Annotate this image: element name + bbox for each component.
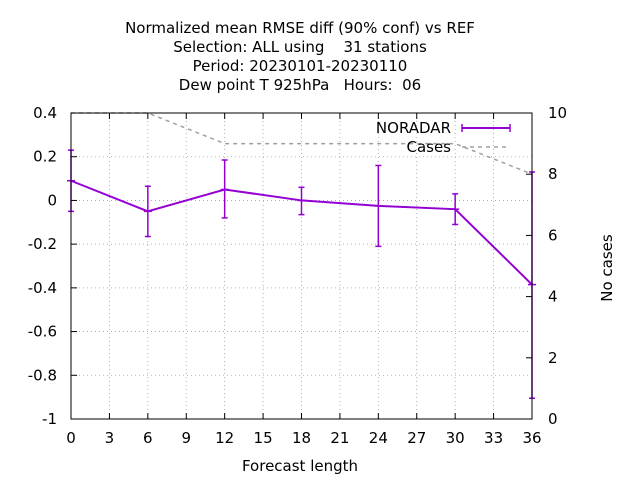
x-tick-labels: 0 3 6 9 12 15 18 21 24 27 30 33 36 [66,429,541,447]
y2-tick-label: 10 [548,104,567,122]
chart-title-line-4: Dew point T 925hPa Hours: 06 [179,76,421,94]
legend: NORADAR Cases [376,119,511,156]
x-tick-label: 36 [522,429,541,447]
y-tick-label: 0 [47,191,57,209]
chart-title-line-3: Period: 20230101-20230110 [193,57,408,75]
y-tick-label: 0.2 [33,148,57,166]
x-tick-label: 18 [292,429,311,447]
x-tick-label: 21 [330,429,349,447]
y-tick-label: 0.4 [33,104,57,122]
y-tick-label: -0.8 [28,366,57,384]
x-tick-label: 27 [407,429,426,447]
x-tick-label: 12 [215,429,234,447]
x-axis-label: Forecast length [242,457,358,475]
x-tick-label: 33 [484,429,503,447]
x-tick-label: 15 [254,429,273,447]
axis-ticks [70,112,533,420]
x-tick-label: 9 [181,429,191,447]
chart-title-line-1: Normalized mean RMSE diff (90% conf) vs … [125,19,475,37]
chart-title: Normalized mean RMSE diff (90% conf) vs … [125,19,475,94]
x-tick-label: 0 [66,429,76,447]
x-tick-label: 3 [105,429,115,447]
legend-sample-noradar [461,124,511,132]
y-tick-label: -0.4 [28,279,57,297]
y2-tick-label: 8 [548,165,558,183]
y2-axis-label: No cases [598,234,616,302]
y2-tick-label: 6 [548,226,558,244]
x-tick-label: 24 [369,429,388,447]
y-tick-label: -0.2 [28,235,57,253]
y2-tick-labels: 0 2 4 6 8 10 [548,104,567,428]
y2-tick-label: 4 [548,288,558,306]
y-tick-label: -0.6 [28,323,57,341]
legend-label-noradar: NORADAR [376,119,451,137]
grid [71,113,532,419]
y2-tick-label: 0 [548,410,558,428]
y2-tick-label: 2 [548,349,558,367]
chart-title-line-2: Selection: ALL using 31 stations [173,38,427,56]
y-tick-labels: -1 -0.8 -0.6 -0.4 -0.2 0 0.2 0.4 [28,104,57,428]
legend-label-cases: Cases [406,138,451,156]
x-tick-label: 30 [446,429,465,447]
x-tick-label: 6 [143,429,153,447]
y-tick-label: -1 [42,410,57,428]
